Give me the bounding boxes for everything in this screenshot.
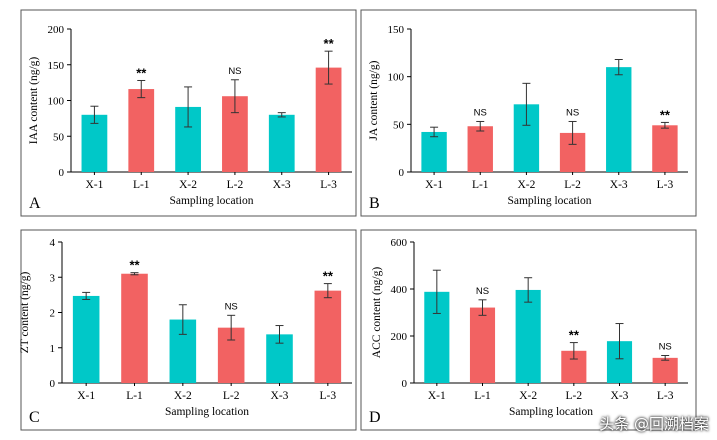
- panel-a-bar: [81, 114, 108, 172]
- panel-d-significance-label: **: [569, 328, 580, 343]
- panel-a-bar: [268, 114, 295, 172]
- panel-b-bar: [467, 126, 493, 172]
- panel-d-x-axis-title: Sampling location: [509, 406, 593, 418]
- panel-b-category-label: X-1: [425, 179, 443, 191]
- panel-b-y-tick-label: 0: [399, 167, 405, 179]
- panel-d-significance-label: NS: [659, 342, 672, 353]
- panel-d-significance-label: NS: [476, 286, 489, 297]
- panel-c-y-tick-label: 4: [50, 237, 56, 249]
- panel-b-significance-label: NS: [566, 107, 579, 118]
- panel-c-bar: [121, 273, 148, 383]
- panel-d-y-tick-label: 400: [391, 284, 408, 296]
- panel-d-category-label: L-1: [474, 390, 491, 402]
- panel-a-bar: [128, 89, 155, 172]
- panel-d-category-label: X-2: [519, 390, 537, 402]
- panel-a-category-label: L-3: [320, 179, 337, 191]
- panel-b-bar: [421, 131, 447, 172]
- panel-a-category-label: L-2: [227, 179, 244, 191]
- panel-c-category-label: X-3: [271, 390, 289, 402]
- panel-a-y-tick-label: 50: [53, 131, 65, 143]
- panel-b-x-axis-title: Sampling location: [507, 195, 591, 207]
- panel-c-y-axis-title: ZT content (ng/g): [19, 272, 31, 354]
- panel-b-y-tick-label: 100: [388, 72, 405, 84]
- panel-a-x-axis-title: Sampling location: [169, 195, 253, 207]
- panel-a-y-axis-title: IAA content (ng/g): [28, 57, 40, 145]
- panel-c-significance-label: **: [129, 258, 140, 273]
- panel-c-y-tick-label: 3: [50, 272, 56, 284]
- panel-d-category-label: X-3: [611, 390, 629, 402]
- panel-b-category-label: L-3: [657, 179, 674, 191]
- panel-a-significance-label: **: [136, 65, 147, 80]
- panel-a-letter: A: [29, 195, 41, 212]
- panel-b-y-axis-title: JA content (ng/g): [368, 60, 380, 140]
- panel-c-category-label: L-1: [126, 390, 143, 402]
- panel-d-category-label: L-2: [566, 390, 583, 402]
- panel-c-significance-label: **: [323, 269, 334, 284]
- panel-c-category-label: L-3: [320, 390, 337, 402]
- panel-c-y-tick-label: 2: [50, 308, 56, 320]
- panel-b-category-label: X-2: [517, 179, 535, 191]
- watermark-text: 头条 @回溯档案: [599, 415, 709, 433]
- panel-d-letter: D: [369, 409, 381, 426]
- panel-d-bar: [515, 289, 541, 383]
- panel-c-category-label: X-2: [174, 390, 192, 402]
- panel-b-category-label: L-2: [564, 179, 581, 191]
- panel-c-significance-label: NS: [225, 301, 238, 312]
- panel-d-category-label: X-1: [428, 390, 446, 402]
- panel-a-category-label: X-3: [273, 179, 291, 191]
- panel-a-significance-label: **: [324, 36, 335, 51]
- panel-d-y-tick-label: 200: [391, 331, 408, 343]
- panel-d-category-label: L-3: [657, 390, 674, 402]
- panel-d-y-tick-label: 0: [402, 378, 408, 390]
- panel-c-category-label: X-1: [77, 390, 95, 402]
- panel-a-y-tick-label: 150: [48, 60, 65, 72]
- panel-c-y-tick-label: 0: [50, 378, 56, 390]
- panel-d-bar: [652, 357, 678, 383]
- panel-b-y-tick-label: 150: [388, 24, 405, 36]
- panel-d-y-tick-label: 600: [391, 237, 408, 249]
- panel-b-bar: [652, 125, 678, 172]
- panel-b-bar: [606, 67, 632, 172]
- panel-a-y-tick-label: 100: [48, 96, 65, 108]
- panel-b-y-tick-label: 50: [393, 119, 405, 131]
- panel-b-category-label: X-3: [610, 179, 628, 191]
- panel-b-letter: B: [369, 195, 380, 212]
- panel-c-x-axis-title: Sampling location: [165, 406, 249, 418]
- panel-b-significance-label: **: [660, 107, 671, 122]
- panel-b-category-label: L-1: [472, 179, 489, 191]
- panel-b-significance-label: NS: [474, 107, 487, 118]
- panel-d-y-axis-title: ACC content (ng/g): [371, 267, 383, 359]
- panel-d-bar: [469, 307, 496, 383]
- panel-a-category-label: X-2: [179, 179, 197, 191]
- panel-c-category-label: L-2: [223, 390, 240, 402]
- panel-a-significance-label: NS: [228, 66, 241, 77]
- panel-c-y-tick-label: 1: [50, 343, 56, 355]
- panel-a-y-tick-label: 0: [59, 167, 65, 179]
- panel-a-category-label: X-1: [85, 179, 103, 191]
- panel-c-bar: [314, 290, 342, 383]
- panel-b-frame: [360, 9, 697, 217]
- panel-a-bar: [315, 67, 342, 172]
- panel-a-y-tick-label: 200: [48, 24, 65, 36]
- panel-a-category-label: L-1: [133, 179, 150, 191]
- panel-c-bar: [72, 295, 100, 383]
- panel-c-letter: C: [29, 409, 40, 426]
